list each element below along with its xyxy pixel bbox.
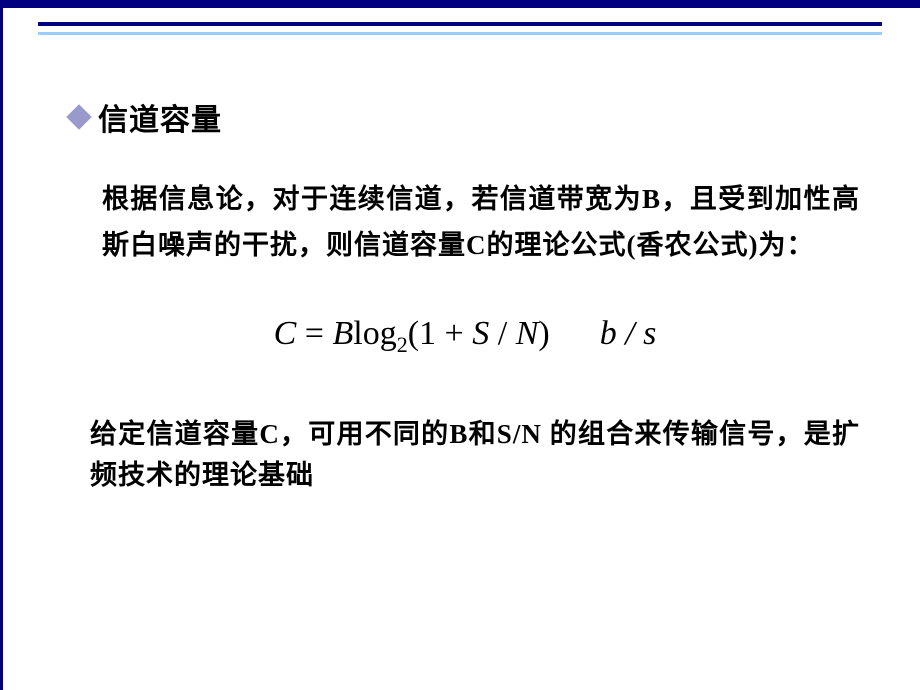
header-rule-light xyxy=(38,32,882,35)
slide-top-border xyxy=(0,0,920,8)
formula-slash: / xyxy=(489,315,515,352)
formula-lhs: C xyxy=(274,315,297,352)
diamond-bullet-icon xyxy=(66,104,91,129)
formula-arg-close: ) xyxy=(538,315,549,352)
heading-row: 信道容量 xyxy=(70,95,860,139)
paragraph-1: 根据信息论，对于连续信道，若信道带宽为B，且受到加性高斯白噪声的干扰，则信道容量… xyxy=(102,177,860,269)
slide-left-border xyxy=(0,0,3,690)
formula-unit: b / s xyxy=(600,315,657,352)
header-rule-dark xyxy=(38,22,882,26)
formula-S: S xyxy=(472,315,489,352)
formula-eq: = xyxy=(296,315,332,352)
heading-text: 信道容量 xyxy=(98,95,222,139)
formula-arg-open: ( xyxy=(408,315,419,352)
formula-plus: + xyxy=(436,315,472,352)
formula-sub: 2 xyxy=(397,332,408,357)
formula-one: 1 xyxy=(419,315,436,352)
shannon-formula: C = Blog2(1 + S / N) b / s xyxy=(70,315,860,358)
formula-B: B xyxy=(332,315,353,352)
formula-N: N xyxy=(516,315,539,352)
slide-content: 信道容量 根据信息论，对于连续信道，若信道带宽为B，且受到加性高斯白噪声的干扰，… xyxy=(70,95,860,497)
paragraph-2: 给定信道容量C，可用不同的B和S/N 的组合来传输信号，是扩频技术的理论基础 xyxy=(90,414,860,498)
formula-log: log xyxy=(353,315,396,352)
